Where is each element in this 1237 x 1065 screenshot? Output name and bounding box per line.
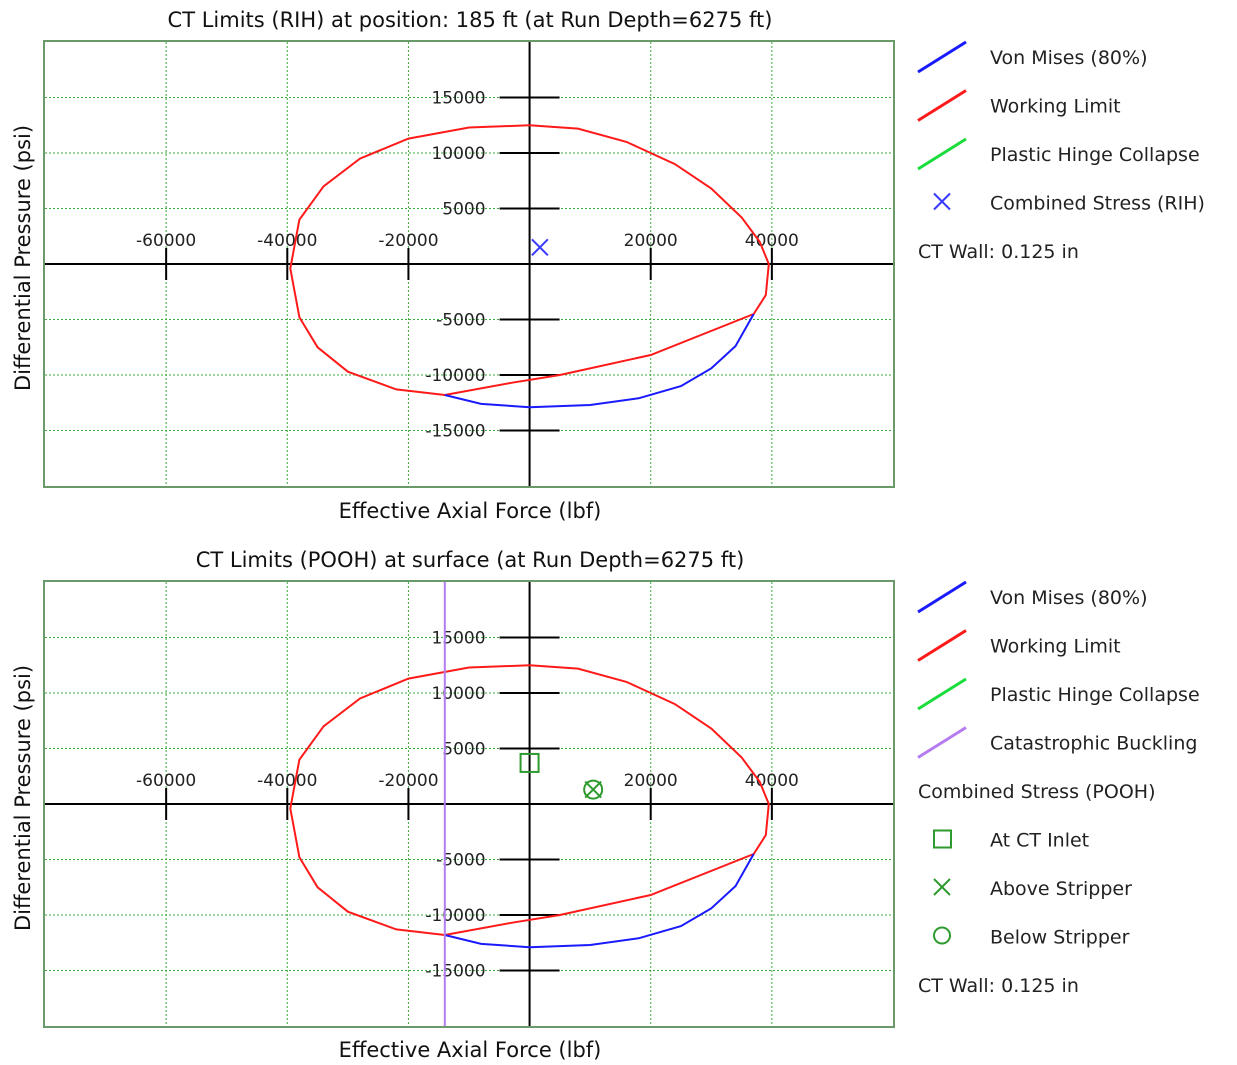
axes: [45, 42, 893, 486]
chart-title: CT Limits (RIH) at position: 185 ft (at …: [168, 8, 773, 32]
legend-label: Above Stripper: [990, 878, 1132, 900]
y-tick-label: 10000: [431, 144, 485, 164]
legend-label: At CT Inlet: [990, 830, 1089, 852]
y-tick-label: 15000: [431, 89, 485, 109]
legend: Von Mises (80%) Working Limit Plastic Hing…: [917, 580, 1200, 997]
point-above-stripper: [584, 780, 602, 799]
legend-label: Combined Stress (RIH): [990, 193, 1205, 215]
series-von-mises-80: [444, 313, 755, 409]
legend-swatch: [917, 40, 967, 74]
ct-wall-note: CT Wall: 0.125 in: [918, 975, 1079, 997]
legend-swatch: [933, 926, 951, 945]
legend-label: Working Limit: [990, 636, 1121, 658]
legend-swatch: [917, 629, 967, 662]
series-layer: [289, 124, 770, 409]
legend-label: Working Limit: [990, 96, 1121, 118]
x-tick-labels: -60000 -40000 -20000 20000 40000: [136, 771, 799, 791]
legend: Von Mises (80%) Working Limit Plastic Hing…: [917, 40, 1205, 263]
series-von-mises-80: [444, 853, 755, 949]
legend-item-working-limit: Working Limit: [917, 89, 1121, 122]
legend-item-combined-stress-pooh: Combined Stress (POOH): [918, 781, 1155, 803]
x-tick-label: 20000: [624, 771, 678, 791]
y-tick-labels: 15000 10000 5000 -5000 -10000 -15000: [425, 89, 485, 442]
legend-item-working-limit: Working Limit: [917, 629, 1121, 662]
x-tick-label: -20000: [378, 771, 438, 791]
axes: [45, 582, 893, 1026]
legend-swatch: [917, 726, 967, 759]
point-combined-stress-rih: [531, 238, 549, 257]
legend-item-catastrophic-buckling: Catastrophic Buckling: [917, 726, 1197, 759]
x-tick-label: -60000: [136, 771, 196, 791]
legend-label: Below Stripper: [990, 927, 1130, 949]
x-axis-label: Effective Axial Force (lbf): [339, 499, 602, 523]
legend-swatch: [917, 89, 967, 122]
legend-label: Plastic Hinge Collapse: [990, 144, 1200, 166]
x-tick-label: -40000: [257, 231, 317, 251]
legend-item-plastic-hinge-collapse: Plastic Hinge Collapse: [917, 677, 1200, 711]
ct-wall-note: CT Wall: 0.125 in: [918, 241, 1079, 263]
y-tick-label: 5000: [442, 740, 485, 760]
legend-item-von-mises-80: Von Mises (80%): [917, 40, 1147, 74]
legend-swatch: [917, 580, 967, 614]
legend-swatch: [933, 192, 951, 211]
plot-frame: [43, 580, 895, 1028]
y-tick-label: -10000: [425, 366, 485, 386]
point-at-ct-inlet: [519, 752, 540, 773]
legend-label: Catastrophic Buckling: [990, 733, 1197, 755]
y-tick-label: -15000: [425, 422, 485, 442]
plot-frame: [43, 40, 895, 488]
x-tick-label: -20000: [378, 231, 438, 251]
y-tick-label: 15000: [431, 629, 485, 649]
series-working-limit: [289, 664, 770, 937]
legend-swatch: [933, 829, 952, 849]
legend-label: Von Mises (80%): [990, 587, 1147, 609]
points-layer: [519, 752, 604, 800]
y-tick-label: 5000: [442, 200, 485, 220]
x-axis-label: Effective Axial Force (lbf): [339, 1038, 602, 1062]
chart-rih: CT Limits (RIH) at position: 185 ft (at …: [11, 8, 1205, 523]
chart-pooh: CT Limits (POOH) at surface (at Run Dept…: [11, 548, 1200, 1062]
series-layer: [289, 582, 770, 1026]
x-tick-label: -40000: [257, 771, 317, 791]
legend-item-combined-stress-rih: Combined Stress (RIH): [933, 192, 1205, 215]
grid-lines: [45, 42, 893, 486]
series-working-limit: [289, 124, 770, 397]
x-tick-label: 20000: [624, 231, 678, 251]
y-tick-label: -5000: [436, 311, 485, 331]
y-tick-label: -15000: [425, 962, 485, 982]
legend-item-above-stripper: Above Stripper: [933, 878, 1132, 900]
legend-label: Combined Stress (POOH): [918, 781, 1155, 803]
legend-label: Von Mises (80%): [990, 47, 1147, 69]
y-axis-label: Differential Pressure (psi): [11, 125, 35, 391]
x-tick-labels: -60000 -40000 -20000 20000 40000: [136, 231, 799, 251]
points-layer: [531, 238, 549, 257]
legend-item-von-mises-80: Von Mises (80%): [917, 580, 1147, 614]
y-tick-label: -10000: [425, 906, 485, 926]
y-axis-label: Differential Pressure (psi): [11, 665, 35, 931]
legend-item-at-ct-inlet: At CT Inlet: [933, 829, 1089, 852]
x-tick-label: 40000: [745, 231, 799, 251]
legend-item-plastic-hinge-collapse: Plastic Hinge Collapse: [917, 137, 1200, 171]
x-tick-label: 40000: [745, 771, 799, 791]
legend-label: Plastic Hinge Collapse: [990, 684, 1200, 706]
chart-title: CT Limits (POOH) at surface (at Run Dept…: [196, 548, 745, 572]
legend-swatch: [933, 878, 951, 896]
legend-item-below-stripper: Below Stripper: [933, 926, 1130, 949]
legend-swatch: [917, 137, 967, 171]
y-tick-label: 10000: [431, 684, 485, 704]
point-below-stripper: [583, 779, 604, 800]
x-tick-label: -60000: [136, 231, 196, 251]
legend-swatch: [917, 677, 967, 711]
y-tick-label: -5000: [436, 851, 485, 871]
